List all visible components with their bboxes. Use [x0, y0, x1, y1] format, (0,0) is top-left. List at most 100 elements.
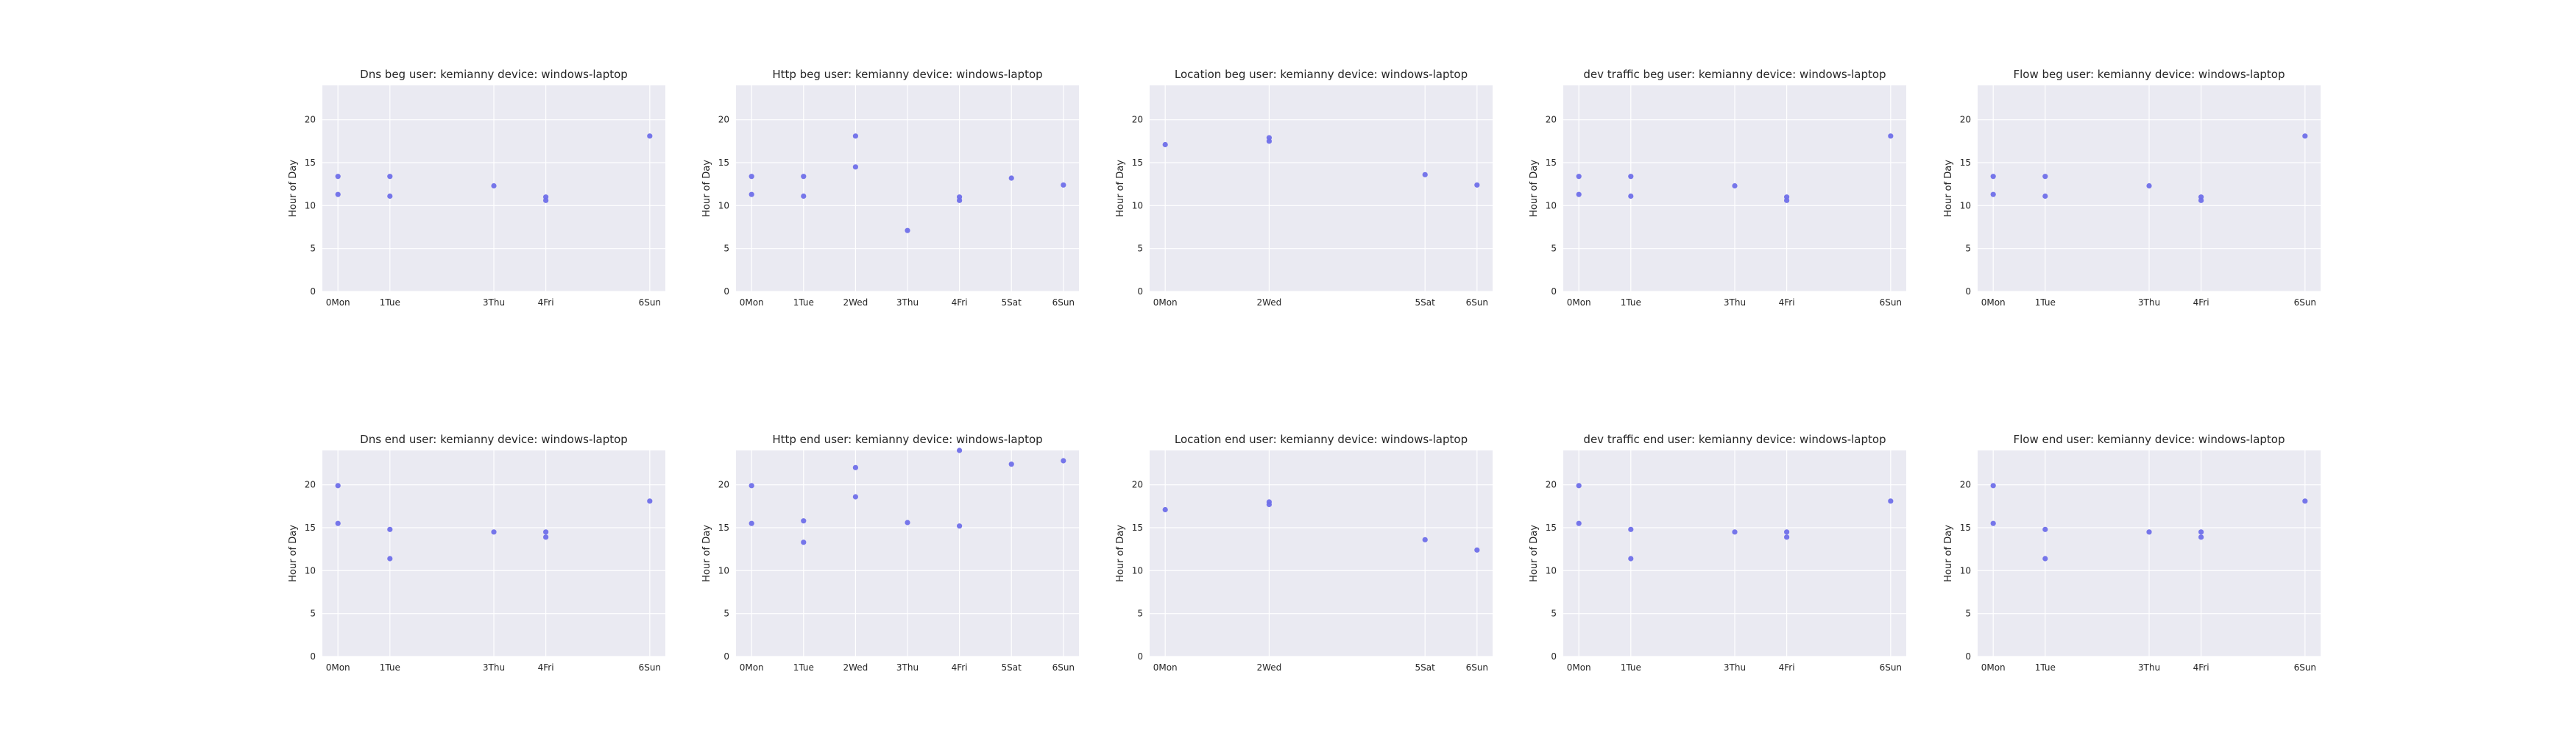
- data-point: [1162, 506, 1168, 513]
- data-point: [2146, 183, 2152, 189]
- x-tick-label: 6Sun: [639, 662, 661, 673]
- data-point: [335, 483, 341, 489]
- data-point: [491, 529, 497, 535]
- chart-title: Flow end user: kemianny device: windows-…: [2013, 433, 2285, 446]
- data-point: [1008, 175, 1014, 181]
- data-point: [1266, 138, 1272, 144]
- x-tick-label: 1Tue: [793, 297, 814, 308]
- x-tick-label: 2Wed: [1256, 662, 1281, 673]
- y-tick-label: 20: [718, 480, 729, 490]
- chart-title: Location end user: kemianny device: wind…: [1175, 433, 1468, 446]
- x-tick-label: 3Thu: [896, 297, 919, 308]
- y-tick-label: 10: [305, 200, 316, 210]
- y-tick-label: 10: [1132, 200, 1143, 210]
- y-tick-label: 5: [1137, 244, 1143, 254]
- data-point: [1061, 182, 1066, 188]
- data-point: [1784, 197, 1790, 203]
- y-axis-label: Hour of Day: [701, 525, 712, 582]
- data-point: [801, 193, 807, 199]
- data-point: [1266, 501, 1272, 508]
- x-tick-label: 5Sat: [1002, 662, 1022, 673]
- data-point: [749, 520, 754, 526]
- x-tick-label: 0Mon: [1567, 297, 1591, 308]
- x-tick-label: 3Thu: [483, 297, 505, 308]
- x-tick-label: 1Tue: [2035, 297, 2056, 308]
- y-tick-label: 20: [305, 480, 316, 490]
- plot-area: [1150, 450, 1493, 657]
- x-tick-label: 4Fri: [538, 662, 554, 673]
- data-point: [647, 498, 653, 504]
- x-tick-label: 2Wed: [1256, 297, 1281, 308]
- x-tick-label: 2Wed: [843, 662, 868, 673]
- y-tick-label: 5: [310, 609, 316, 619]
- x-tick-label: 6Sun: [1052, 297, 1075, 308]
- y-tick-label: 5: [1965, 244, 1971, 254]
- y-tick-label: 0: [1551, 651, 1557, 662]
- y-axis-label: Hour of Day: [701, 160, 712, 217]
- chart-title: Dns beg user: kemianny device: windows-l…: [360, 68, 628, 81]
- data-point: [852, 133, 858, 139]
- data-point: [957, 523, 963, 529]
- chart-title: Http beg user: kemianny device: windows-…: [772, 68, 1042, 81]
- x-tick-label: 1Tue: [1621, 662, 1641, 673]
- data-point: [1628, 526, 1634, 532]
- x-tick-label: 6Sun: [2294, 662, 2316, 673]
- y-tick-label: 15: [1132, 523, 1143, 533]
- x-tick-label: 2Wed: [843, 297, 868, 308]
- y-axis-label: Hour of Day: [288, 160, 299, 217]
- y-tick-label: 15: [718, 158, 729, 168]
- data-point: [387, 193, 393, 199]
- y-tick-label: 10: [1960, 565, 1971, 576]
- x-tick-label: 4Fri: [1779, 662, 1795, 673]
- data-point: [2042, 193, 2048, 199]
- y-tick-label: 20: [305, 115, 316, 125]
- x-tick-label: 4Fri: [952, 662, 968, 673]
- chart-title: Dns end user: kemianny device: windows-l…: [360, 433, 628, 446]
- x-tick-label: 6Sun: [1466, 662, 1488, 673]
- x-tick-label: 5Sat: [1415, 297, 1436, 308]
- data-point: [1888, 133, 1894, 139]
- y-tick-label: 15: [718, 523, 729, 533]
- y-tick-label: 20: [1546, 480, 1557, 490]
- data-point: [1732, 183, 1738, 189]
- y-tick-label: 0: [723, 651, 729, 662]
- y-tick-label: 0: [1137, 651, 1143, 662]
- data-point: [852, 494, 858, 500]
- data-point: [852, 164, 858, 170]
- chart-title: dev traffic end user: kemianny device: w…: [1583, 433, 1886, 446]
- x-tick-label: 4Fri: [2193, 662, 2209, 673]
- data-point: [491, 183, 497, 189]
- x-tick-label: 0Mon: [1153, 662, 1178, 673]
- x-tick-label: 3Thu: [483, 662, 505, 673]
- y-tick-label: 0: [310, 651, 316, 662]
- data-point: [1990, 174, 1996, 180]
- data-point: [2042, 174, 2048, 180]
- data-point: [543, 197, 549, 203]
- y-axis-label: Hour of Day: [1115, 160, 1126, 217]
- data-point: [1474, 182, 1480, 188]
- data-point: [1061, 458, 1066, 464]
- data-point: [2146, 529, 2152, 535]
- data-point: [1990, 483, 1996, 489]
- x-tick-label: 1Tue: [1621, 297, 1641, 308]
- x-tick-label: 0Mon: [1153, 297, 1178, 308]
- subplot-2: Http beg user: kemianny device: windows-…: [701, 68, 1079, 308]
- y-tick-label: 0: [1551, 286, 1557, 297]
- y-axis-label: Hour of Day: [288, 525, 299, 582]
- data-point: [2198, 534, 2204, 540]
- chart-title: Location beg user: kemianny device: wind…: [1175, 68, 1468, 81]
- y-tick-label: 15: [1546, 523, 1557, 533]
- x-tick-label: 6Sun: [2294, 297, 2316, 308]
- x-tick-label: 5Sat: [1415, 662, 1436, 673]
- x-tick-label: 6Sun: [639, 297, 661, 308]
- subplot-3: Location beg user: kemianny device: wind…: [1115, 68, 1493, 308]
- data-point: [647, 133, 653, 139]
- y-tick-label: 15: [1546, 158, 1557, 168]
- data-point: [387, 526, 393, 532]
- subplot-6: Dns end user: kemianny device: windows-l…: [288, 433, 665, 673]
- data-point: [1008, 461, 1014, 467]
- data-point: [1576, 483, 1582, 489]
- y-tick-label: 0: [1137, 286, 1143, 297]
- x-tick-label: 5Sat: [1002, 297, 1022, 308]
- y-tick-label: 15: [1960, 158, 1971, 168]
